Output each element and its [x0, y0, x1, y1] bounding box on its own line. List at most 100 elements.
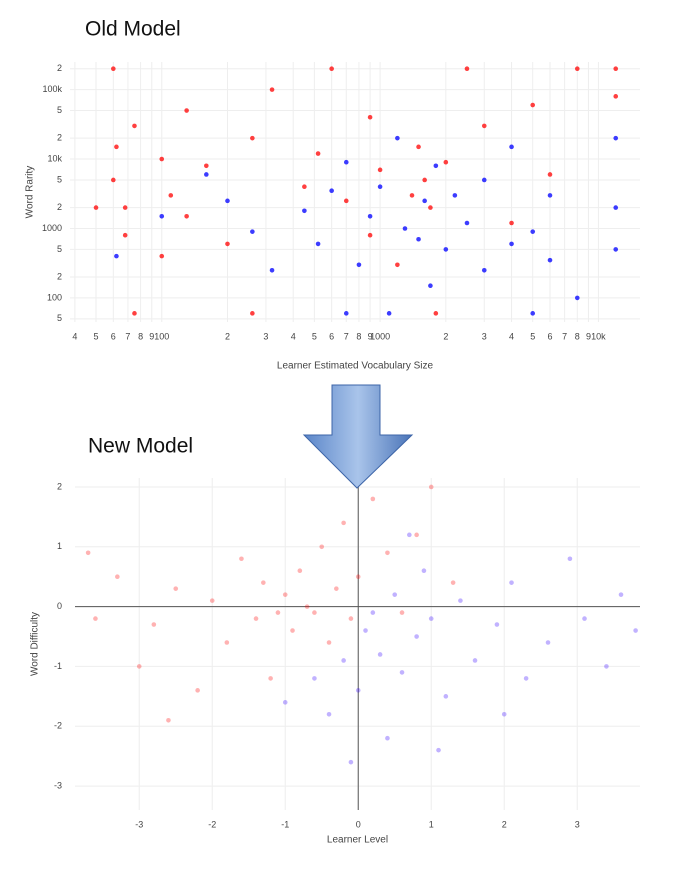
point: [377, 167, 383, 173]
point: [377, 652, 383, 657]
x-tick-label: 8: [575, 331, 580, 341]
y-tick-label: -1: [54, 661, 62, 671]
point: [613, 247, 619, 252]
point: [225, 241, 230, 247]
point: [414, 532, 419, 538]
point: [509, 241, 514, 247]
point: [312, 676, 317, 681]
point: [269, 87, 275, 92]
x-tick-label: 5: [94, 331, 99, 341]
point: [261, 580, 266, 585]
point: [574, 295, 580, 301]
point: [399, 610, 405, 615]
point: [209, 598, 215, 603]
point: [436, 747, 441, 753]
point: [122, 232, 128, 238]
x-tick-label: 9: [368, 331, 373, 341]
point: [302, 184, 307, 189]
point: [501, 711, 507, 717]
point: [93, 616, 98, 621]
y-tick-label: 0: [57, 601, 62, 611]
point: [547, 172, 553, 177]
point: [433, 311, 439, 316]
point: [428, 205, 433, 210]
point: [184, 213, 189, 219]
point: [414, 634, 419, 639]
point: [253, 616, 259, 621]
point: [370, 496, 376, 502]
point: [269, 267, 275, 273]
point: [509, 580, 514, 585]
point: [481, 177, 487, 183]
y-axis-label: Word Rarity: [25, 166, 36, 219]
x-tick-label: 7: [125, 331, 130, 341]
point: [159, 253, 165, 259]
point: [363, 628, 368, 633]
x-tick-label: 1000: [370, 331, 390, 341]
point: [204, 163, 209, 169]
x-tick-label: 5: [312, 331, 317, 341]
point: [312, 610, 317, 615]
y-tick-label: 2: [57, 481, 62, 491]
point: [443, 159, 449, 165]
point: [450, 580, 456, 585]
x-tick-label: 7: [344, 331, 349, 341]
point: [530, 102, 536, 108]
point: [481, 267, 487, 273]
y-tick-label: 1: [57, 541, 62, 551]
point: [545, 640, 551, 645]
point: [173, 586, 179, 591]
point: [443, 247, 449, 252]
point: [132, 123, 137, 129]
point: [319, 544, 325, 550]
x-tick-label: 4: [509, 331, 514, 341]
point: [422, 177, 427, 183]
point: [268, 676, 273, 681]
x-tick-label: 3: [482, 331, 487, 341]
point: [567, 556, 573, 562]
point: [547, 193, 553, 198]
y-tick-label: 100: [47, 292, 62, 302]
x-tick-label: -2: [208, 819, 216, 829]
point: [613, 66, 619, 72]
point: [166, 717, 171, 723]
point: [195, 688, 200, 693]
point: [377, 184, 383, 189]
y-tick-label: 5: [57, 174, 62, 184]
x-tick-label: 8: [138, 331, 143, 341]
y-tick-label: -3: [54, 780, 62, 790]
x-tick-label: 1: [429, 819, 434, 829]
x-tick-label: -1: [281, 819, 289, 829]
y-tick-label: 5: [57, 313, 62, 323]
plots: Old Model Learner Estimated Vocabulary Si…: [25, 18, 640, 846]
point: [392, 592, 398, 597]
point: [367, 232, 373, 238]
point: [509, 220, 514, 226]
point: [85, 550, 91, 556]
point: [136, 664, 142, 669]
point: [282, 700, 288, 705]
point: [250, 229, 255, 234]
y-axis-label: Word Difficulty: [30, 612, 41, 676]
y-tick-label: 1000: [42, 223, 62, 233]
chart-title: New Model: [88, 435, 193, 458]
arrow: [302, 384, 414, 489]
point: [341, 520, 346, 526]
point: [433, 163, 439, 169]
x-tick-label: -3: [135, 819, 143, 829]
point: [334, 586, 339, 591]
point: [315, 241, 321, 247]
x-tick-label: 7: [562, 331, 567, 341]
x-tick-label: 100: [154, 331, 169, 341]
point: [422, 198, 427, 204]
point: [421, 568, 427, 574]
x-tick-label: 6: [547, 331, 552, 341]
point: [355, 574, 361, 580]
x-tick-label: 0: [356, 819, 361, 829]
point: [302, 208, 307, 214]
x-tick-label: 4: [291, 331, 296, 341]
point: [343, 198, 349, 204]
x-tick-label: 4: [72, 331, 77, 341]
point: [604, 664, 609, 669]
